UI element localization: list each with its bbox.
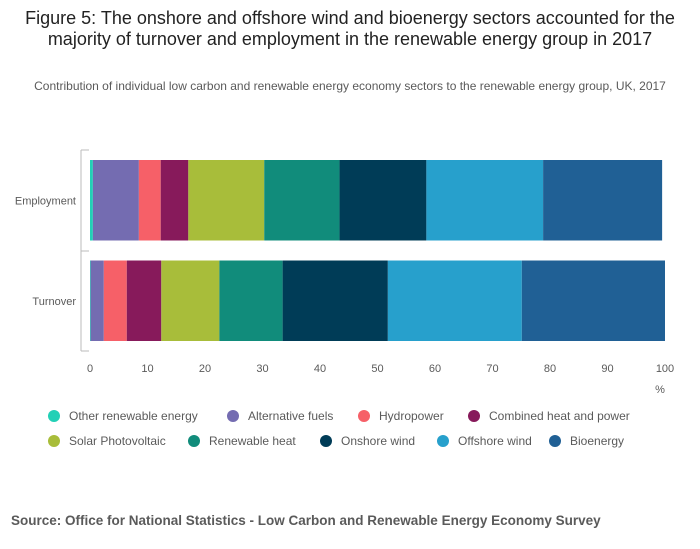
legend-swatch-offshore-wind bbox=[437, 435, 449, 447]
x-axis-label: % bbox=[655, 384, 665, 396]
bar-turnover-offshore-wind bbox=[387, 260, 522, 341]
legend-label-alternative-fuels: Alternative fuels bbox=[248, 409, 334, 423]
bar-turnover-solar-photovoltaic bbox=[161, 260, 220, 341]
legend-swatch-hydropower bbox=[358, 410, 370, 422]
legend-label-onshore-wind: Onshore wind bbox=[341, 434, 416, 448]
source-note: Source: Office for National Statistics -… bbox=[11, 513, 601, 528]
legend-swatch-combined-heat-and-power bbox=[468, 410, 480, 422]
bar-employment-other-renewable-energy bbox=[90, 160, 93, 241]
legend-item-alternative-fuels[interactable]: Alternative fuels bbox=[227, 407, 333, 425]
bar-employment-onshore-wind bbox=[339, 160, 427, 241]
chart-title: Figure 5: The onshore and offshore wind … bbox=[25, 8, 675, 49]
legend-item-bioenergy[interactable]: Bioenergy bbox=[549, 432, 624, 450]
legend-item-other-renewable-energy[interactable]: Other renewable energy bbox=[48, 407, 198, 425]
bar-employment-alternative-fuels bbox=[92, 160, 139, 241]
legend-label-combined-heat-and-power: Combined heat and power bbox=[489, 409, 630, 423]
legend-item-hydropower[interactable]: Hydropower bbox=[358, 407, 444, 425]
x-tick-label-0: 0 bbox=[87, 363, 93, 375]
legend-swatch-solar-photovoltaic bbox=[48, 435, 60, 447]
legend-item-offshore-wind[interactable]: Offshore wind bbox=[437, 432, 532, 450]
x-tick-label-40: 40 bbox=[314, 363, 326, 375]
x-tick-label-90: 90 bbox=[601, 363, 613, 375]
x-tick-label-50: 50 bbox=[371, 363, 383, 375]
legend-label-bioenergy: Bioenergy bbox=[570, 434, 625, 448]
bar-turnover-hydropower bbox=[103, 260, 127, 341]
bar-employment-renewable-heat bbox=[264, 160, 340, 241]
x-tick-label-60: 60 bbox=[429, 363, 441, 375]
bar-turnover-onshore-wind bbox=[282, 260, 388, 341]
chart-subtitle: Contribution of individual low carbon an… bbox=[34, 79, 666, 93]
bar-employment-combined-heat-and-power bbox=[160, 160, 189, 241]
bar-turnover-renewable-heat bbox=[219, 260, 283, 341]
bar-turnover-alternative-fuels bbox=[90, 260, 104, 341]
bars-group bbox=[90, 160, 665, 341]
bar-employment-offshore-wind bbox=[426, 160, 544, 241]
legend-label-solar-photovoltaic: Solar Photovoltaic bbox=[69, 434, 166, 448]
legend-label-offshore-wind: Offshore wind bbox=[458, 434, 532, 448]
bar-employment-solar-photovoltaic bbox=[188, 160, 265, 241]
category-labels: Employment Turnover bbox=[15, 195, 76, 308]
x-tick-label-100: 100 bbox=[656, 363, 674, 375]
x-tick-label-70: 70 bbox=[486, 363, 498, 375]
x-axis-ticks: 0 10 20 30 40 50 60 70 80 90 100 bbox=[87, 363, 674, 375]
bar-turnover-bioenergy bbox=[521, 260, 665, 341]
x-tick-label-10: 10 bbox=[141, 363, 153, 375]
legend-item-renewable-heat[interactable]: Renewable heat bbox=[188, 432, 296, 450]
legend-label-hydropower: Hydropower bbox=[379, 409, 444, 423]
legend-label-renewable-heat: Renewable heat bbox=[209, 434, 296, 448]
legend-label-other-renewable-energy: Other renewable energy bbox=[69, 409, 198, 423]
x-tick-label-80: 80 bbox=[544, 363, 556, 375]
bar-employment-bioenergy bbox=[543, 160, 663, 241]
legend-swatch-alternative-fuels bbox=[227, 410, 239, 422]
legend-item-solar-photovoltaic[interactable]: Solar Photovoltaic bbox=[48, 432, 166, 450]
legend-item-combined-heat-and-power[interactable]: Combined heat and power bbox=[468, 407, 630, 425]
legend-swatch-onshore-wind bbox=[320, 435, 332, 447]
legend-swatch-renewable-heat bbox=[188, 435, 200, 447]
stacked-bar-chart: Employment Turnover 0 10 20 30 40 50 60 70 80 90 10… bbox=[15, 149, 674, 396]
bar-turnover-other-renewable-energy bbox=[90, 260, 91, 341]
x-tick-label-30: 30 bbox=[256, 363, 268, 375]
legend-swatch-other-renewable-energy bbox=[48, 410, 60, 422]
category-label-employment: Employment bbox=[15, 195, 76, 207]
bar-turnover-combined-heat-and-power bbox=[126, 260, 162, 341]
bar-employment-hydropower bbox=[138, 160, 161, 241]
legend-swatch-bioenergy bbox=[549, 435, 561, 447]
legend-item-onshore-wind[interactable]: Onshore wind bbox=[320, 432, 415, 450]
category-label-turnover: Turnover bbox=[32, 296, 76, 308]
x-tick-label-20: 20 bbox=[199, 363, 211, 375]
